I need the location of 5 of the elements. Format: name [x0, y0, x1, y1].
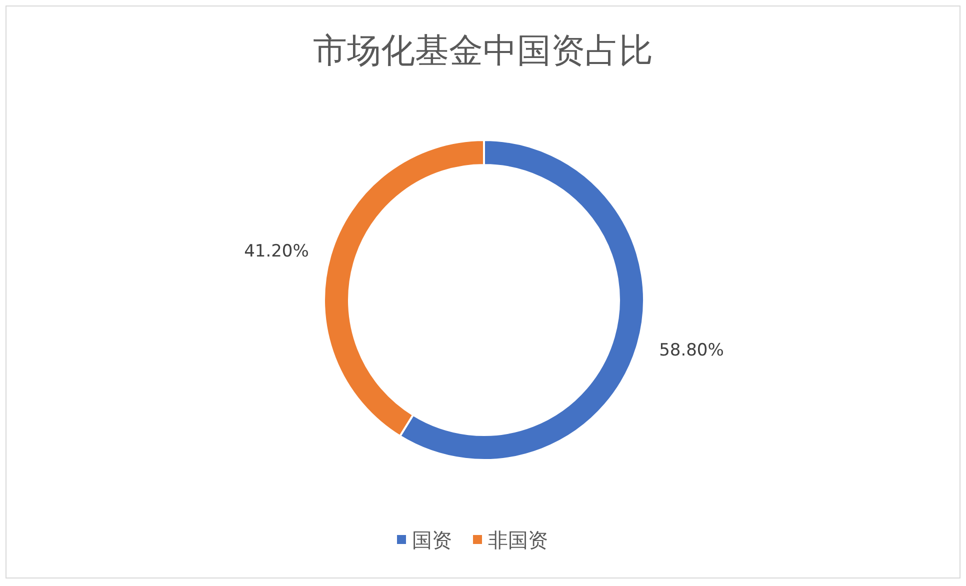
legend-label: 国资 — [412, 528, 452, 552]
chart-title: 市场化基金中国资占比 — [313, 31, 653, 71]
data-label: 41.20% — [244, 241, 309, 262]
data-label: 58.80% — [659, 340, 724, 361]
legend-label: 非国资 — [488, 528, 548, 552]
